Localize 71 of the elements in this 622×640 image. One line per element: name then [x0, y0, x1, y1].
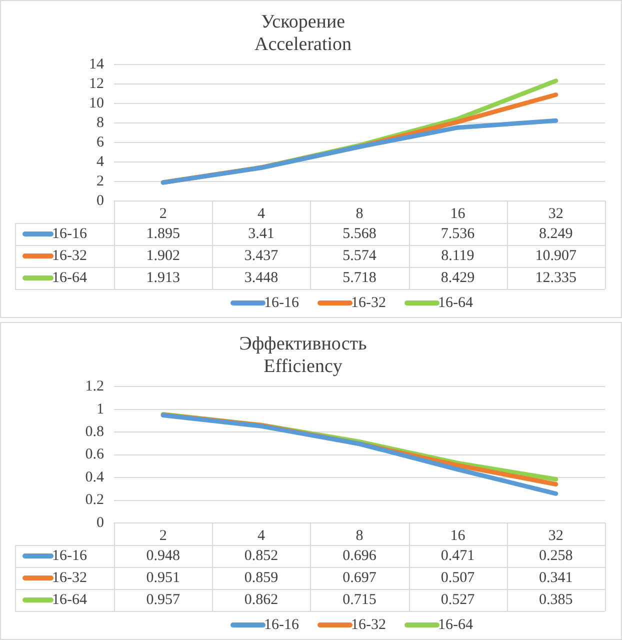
y-tick-label: 0.8 — [85, 424, 104, 440]
y-tick-label: 0.4 — [85, 469, 104, 486]
chart-subtitle: Efficiency — [264, 356, 343, 378]
data-label: 0.696 — [342, 548, 377, 564]
data-label: 0.948 — [146, 548, 180, 564]
data-label: 7.536 — [440, 226, 476, 242]
data-label: 1.913 — [146, 270, 180, 286]
data-label: 0.697 — [342, 570, 377, 586]
text: 16-32 — [351, 616, 386, 633]
data-label: 0.385 — [539, 592, 573, 608]
legend-label: 16-64 — [438, 294, 474, 311]
data-label: 3.448 — [244, 270, 278, 286]
data-label: 0.715 — [342, 592, 376, 608]
y-tick-label: 0 — [96, 514, 104, 531]
data-label: 3.41 — [248, 226, 274, 242]
data-label: 1.895 — [146, 226, 180, 242]
chart-title: Ускорение — [260, 11, 346, 32]
x-tick-label: 4 — [258, 206, 266, 222]
x-tick-label: 8 — [356, 528, 364, 544]
chart-subtitle: Acceleration — [254, 34, 352, 56]
y-tick-label: 1.2 — [85, 378, 104, 395]
y-tick-label: 1 — [96, 401, 104, 418]
text: 16-16 — [264, 294, 300, 311]
x-tick-label: 32 — [548, 528, 564, 544]
y-tick-label: 12 — [89, 76, 104, 92]
data-label: 0.852 — [244, 548, 278, 564]
x-tick-label: 8 — [356, 206, 364, 222]
data-label: 5.568 — [342, 226, 376, 242]
data-label: 8.119 — [441, 248, 474, 264]
legend-label: 16-32 — [52, 248, 87, 264]
text: 16-64 — [52, 270, 87, 286]
data-label: 0.862 — [244, 592, 278, 608]
text: 16-32 — [351, 294, 386, 311]
data-label: 10.907 — [535, 248, 578, 264]
data-label: 0.507 — [440, 570, 476, 586]
data-label: 0.957 — [146, 592, 180, 608]
y-tick-label: 0.2 — [85, 492, 104, 508]
x-tick-label: 2 — [159, 206, 167, 222]
data-label: 0.527 — [440, 592, 476, 608]
y-tick-label: 10 — [89, 96, 104, 112]
y-tick-label: 4 — [96, 154, 104, 170]
x-tick-label: 2 — [159, 528, 167, 544]
data-label: 0.258 — [539, 548, 573, 564]
data-label: 0.341 — [539, 570, 573, 586]
text: 16-16 — [264, 616, 300, 633]
chart-title: Эффективность — [239, 333, 368, 354]
y-tick-label: 0.6 — [85, 446, 104, 463]
data-label: 0.951 — [146, 570, 180, 586]
data-label: 8.429 — [440, 270, 475, 286]
x-tick-label: 16 — [450, 528, 466, 544]
text: 16-64 — [438, 616, 473, 633]
data-label: 1.902 — [146, 248, 180, 264]
legend-label: 16-16 — [52, 548, 88, 564]
data-label: 0.859 — [244, 570, 278, 586]
x-tick-label: 16 — [450, 206, 466, 222]
legend-label: 16-32 — [52, 570, 87, 586]
legend-label: 16-64 — [52, 592, 88, 608]
y-tick-label: 6 — [96, 134, 104, 150]
data-label: 5.718 — [342, 270, 376, 286]
y-tick-label: 2 — [96, 173, 104, 190]
data-label: 8.249 — [539, 226, 573, 242]
y-tick-label: 14 — [89, 56, 104, 73]
y-tick-label: 8 — [96, 114, 104, 131]
y-tick-label: 0 — [96, 192, 104, 209]
data-label: 5.574 — [342, 248, 377, 264]
data-label: 0.471 — [440, 548, 475, 564]
legend-label: 16-16 — [52, 226, 88, 242]
x-tick-label: 32 — [548, 206, 564, 222]
data-label: 12.335 — [535, 270, 577, 286]
data-label: 3.437 — [244, 248, 279, 264]
x-tick-label: 4 — [258, 528, 266, 544]
